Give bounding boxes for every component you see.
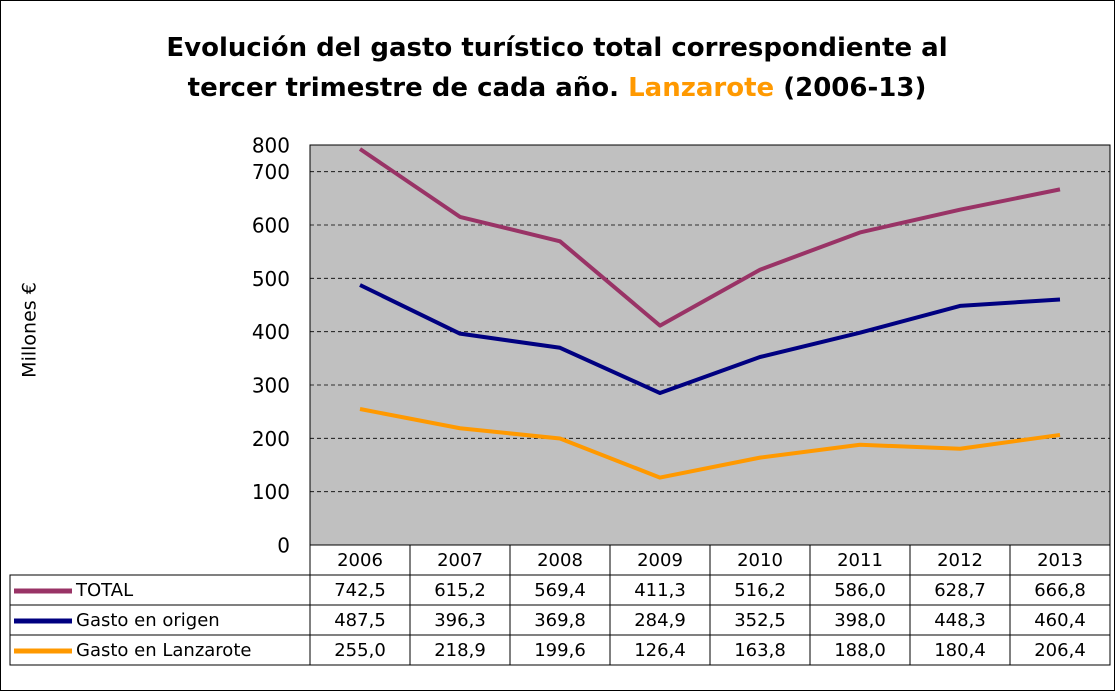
y-tick-label: 400 — [252, 320, 290, 344]
y-tick-label: 200 — [252, 427, 290, 451]
data-label: 255,0 — [334, 640, 386, 661]
x-tick-label: 2007 — [437, 550, 483, 571]
data-label: 218,9 — [434, 640, 486, 661]
y-tick-label: 500 — [252, 267, 290, 291]
plot-area — [309, 144, 1111, 546]
title-part: Lanzarote — [628, 73, 774, 103]
data-label: 284,9 — [634, 610, 686, 631]
y-tick-label: 300 — [252, 374, 290, 398]
data-label: 126,4 — [634, 640, 686, 661]
x-tick-label: 2009 — [637, 550, 683, 571]
data-label: 742,5 — [334, 580, 386, 601]
data-label: 398,0 — [834, 610, 886, 631]
y-tick-label: 0 — [277, 534, 290, 558]
data-label: 188,0 — [834, 640, 886, 661]
data-label: 369,8 — [534, 610, 586, 631]
legend-label: TOTAL — [75, 580, 133, 601]
data-label: 586,0 — [834, 580, 886, 601]
data-label: 352,5 — [734, 610, 786, 631]
x-tick-label: 2006 — [337, 550, 383, 571]
x-tick-label: 2010 — [737, 550, 783, 571]
y-tick-label: 800 — [252, 134, 290, 158]
y-tick-label: 700 — [252, 160, 290, 184]
data-label: 487,5 — [334, 610, 386, 631]
y-tick-label: 600 — [252, 214, 290, 238]
x-tick-label: 2013 — [1037, 550, 1083, 571]
legend-label: Gasto en origen — [76, 610, 220, 631]
series-line — [359, 283, 1061, 396]
y-tick-label: 100 — [252, 480, 290, 504]
title-part: Evolución del gasto turístico total corr… — [166, 33, 947, 63]
data-label: 615,2 — [434, 580, 486, 601]
data-label: 516,2 — [734, 580, 786, 601]
y-axis-label: Millones € — [19, 282, 41, 378]
data-label: 199,6 — [534, 640, 586, 661]
title-part: tercer trimestre de cada año. — [188, 73, 619, 103]
series-line — [358, 147, 1061, 328]
data-label: 206,4 — [1034, 640, 1086, 661]
data-label: 448,3 — [934, 610, 986, 631]
x-tick-label: 2008 — [537, 550, 583, 571]
data-label: 666,8 — [1034, 580, 1086, 601]
series-line — [359, 407, 1061, 480]
chart-title: Evolución del gasto turístico total corr… — [166, 33, 947, 63]
data-label: 569,4 — [534, 580, 586, 601]
data-label: 396,3 — [434, 610, 486, 631]
data-label: 180,4 — [934, 640, 986, 661]
data-label: 460,4 — [1034, 610, 1086, 631]
x-tick-label: 2011 — [837, 550, 883, 571]
data-label: 411,3 — [634, 580, 686, 601]
data-label: 163,8 — [734, 640, 786, 661]
legend-label: Gasto en Lanzarote — [76, 640, 251, 661]
x-tick-label: 2012 — [937, 550, 983, 571]
data-label: 628,7 — [934, 580, 986, 601]
chart-title: tercer trimestre de cada año. Lanzarote … — [188, 73, 927, 103]
title-part: (2006-13) — [783, 73, 926, 103]
